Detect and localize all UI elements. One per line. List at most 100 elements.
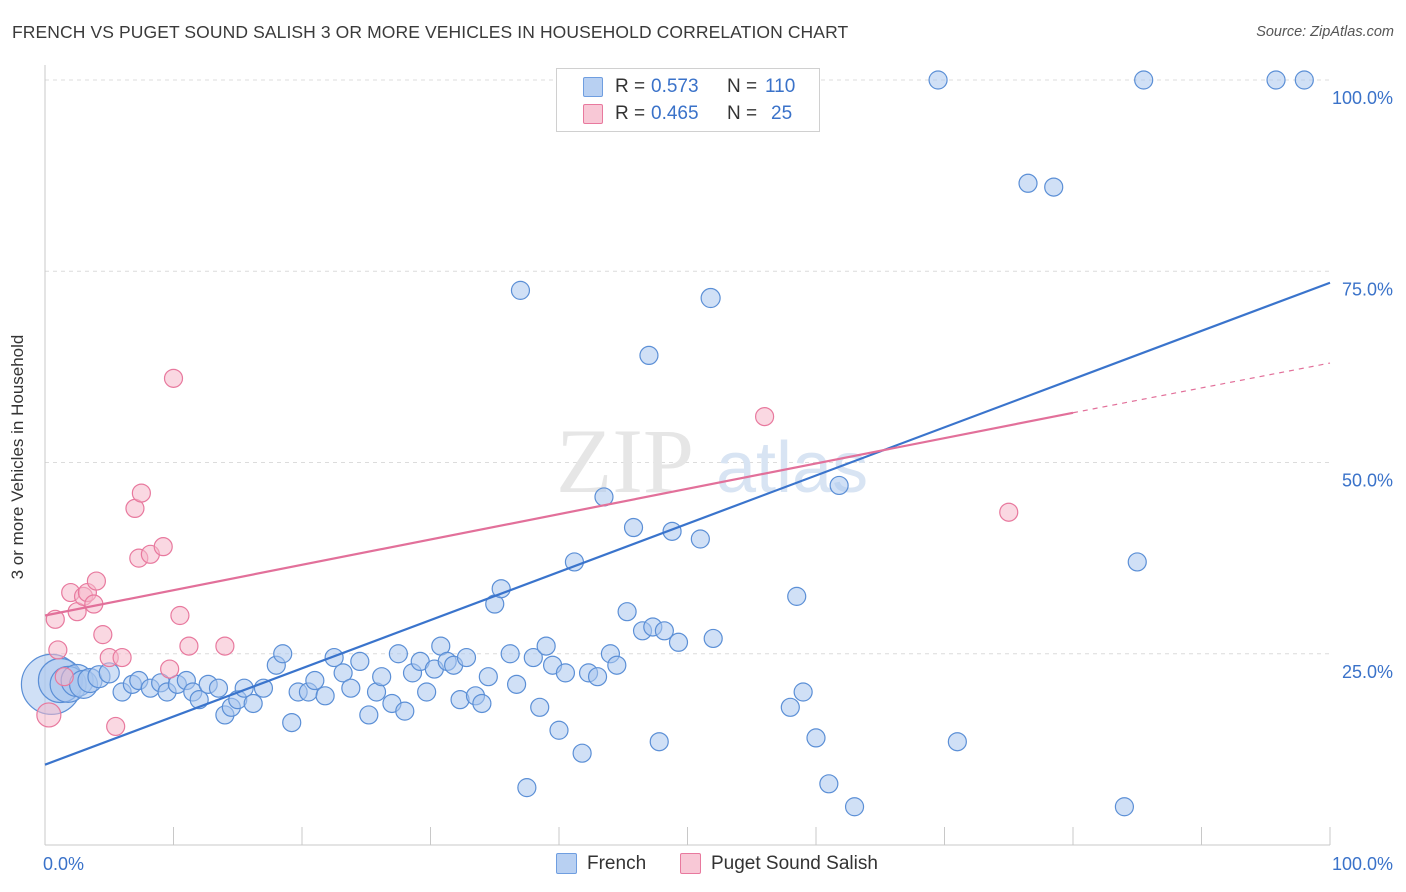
french-trend-line (44, 281, 1331, 766)
salish-point (163, 368, 184, 388)
french-point (793, 682, 813, 702)
french-point (372, 667, 392, 687)
salish-legend-swatch (680, 853, 701, 874)
french-point (1018, 173, 1038, 193)
salish-point (160, 659, 180, 679)
salish-point (179, 636, 199, 656)
watermark-zip: ZIP (556, 410, 694, 512)
legend-n-label: N = (727, 76, 758, 97)
french-point (1127, 552, 1147, 572)
french-swatch (583, 77, 603, 97)
y-tick-label: 25.0% (1342, 662, 1393, 682)
correlation-legend: R = 0.573 N = 110 R = 0.465 N = 25 (556, 68, 820, 132)
legend-r-label: R = (615, 103, 646, 124)
french-point (829, 475, 849, 496)
y-tick-label: 100.0% (1332, 88, 1393, 108)
salish-point (54, 667, 74, 687)
salish-legend-label: Puget Sound Salish (711, 853, 878, 874)
salish-point (131, 483, 151, 503)
french-point (333, 663, 353, 683)
french-point (1114, 797, 1135, 817)
legend-n-value: 110 (765, 76, 796, 97)
french-point (517, 778, 537, 798)
french-point (607, 655, 627, 675)
french-point (668, 632, 689, 652)
french-point (700, 287, 721, 309)
salish-point (754, 407, 775, 427)
french-point (1044, 177, 1064, 197)
legend-row-salish: R = 0.465 N = 25 (557, 100, 819, 128)
french-point (506, 674, 527, 694)
french-point (350, 651, 370, 672)
french-point (523, 647, 543, 668)
french-point (1294, 70, 1314, 90)
salish-point (112, 647, 132, 668)
french-legend-label: French (587, 853, 647, 874)
french-point (555, 663, 576, 683)
french-point (587, 667, 608, 687)
french-point (947, 732, 967, 752)
legend-n-label: N = (727, 103, 758, 124)
french-point (243, 693, 263, 714)
salish-trend-line (44, 411, 1074, 617)
salish-point (215, 636, 235, 656)
french-point (787, 586, 807, 606)
french-point (549, 720, 569, 740)
french-point (341, 678, 361, 698)
french-point (417, 682, 437, 702)
french-point (324, 647, 344, 668)
salish-point (153, 537, 173, 557)
french-point (491, 579, 511, 599)
french-point (806, 728, 826, 748)
french-point (282, 712, 302, 733)
legend-n-value: 25 (771, 103, 793, 124)
tick-labels: 25.0% 50.0% 75.0% 100.0% 0.0% 100.0% (43, 88, 1393, 874)
legend-r-label: R = (615, 76, 646, 97)
french-point (500, 644, 520, 664)
x-tick-label-min: 0.0% (43, 854, 84, 874)
french-point (617, 602, 637, 622)
french-point (649, 732, 669, 752)
french-point (844, 797, 865, 817)
salish-point (86, 571, 107, 591)
y-tick-label: 75.0% (1342, 279, 1393, 299)
french-point (395, 701, 415, 721)
salish-point (48, 640, 68, 660)
legend-r-value: 0.465 (651, 103, 699, 124)
french-point (208, 678, 229, 698)
french-point (928, 70, 948, 90)
legend-row-french: R = 0.573 N = 110 (557, 73, 819, 101)
chart-title: FRENCH VS PUGET SOUND SALISH 3 OR MORE V… (12, 22, 849, 42)
french-point (472, 693, 492, 714)
french-point (703, 628, 723, 649)
source-label: Source: ZipAtlas.com (1256, 24, 1394, 40)
french-point (780, 697, 800, 717)
french-point (1134, 70, 1154, 90)
y-tick-label: 50.0% (1342, 471, 1393, 491)
french-point (478, 667, 498, 687)
french-point (819, 774, 839, 794)
trend-lines (44, 281, 1331, 766)
salish-point (36, 702, 62, 728)
french-point (690, 529, 710, 549)
french-point (359, 705, 379, 725)
french-point (639, 345, 659, 365)
french-point (1266, 70, 1286, 90)
legend-r-value: 0.573 (651, 76, 699, 97)
salish-swatch (583, 104, 603, 124)
salish-point (999, 502, 1019, 522)
french-point (456, 647, 477, 668)
french-point (273, 644, 293, 664)
french-point (536, 636, 556, 656)
french-point (510, 280, 531, 300)
salish-point (170, 605, 190, 626)
french-point (654, 621, 674, 641)
salish-point (106, 716, 126, 737)
french-legend-swatch (556, 853, 577, 874)
salish-point (93, 625, 113, 645)
french-point (305, 670, 325, 691)
french-point (530, 697, 550, 717)
french-point (623, 517, 644, 538)
french-point (315, 686, 335, 706)
